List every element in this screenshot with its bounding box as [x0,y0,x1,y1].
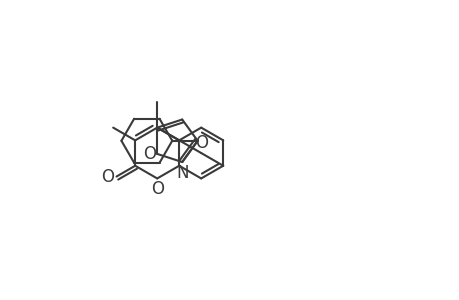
Text: O: O [101,167,114,185]
Text: O: O [142,145,155,163]
Text: N: N [176,164,188,181]
Text: O: O [194,134,207,152]
Text: O: O [151,180,163,198]
